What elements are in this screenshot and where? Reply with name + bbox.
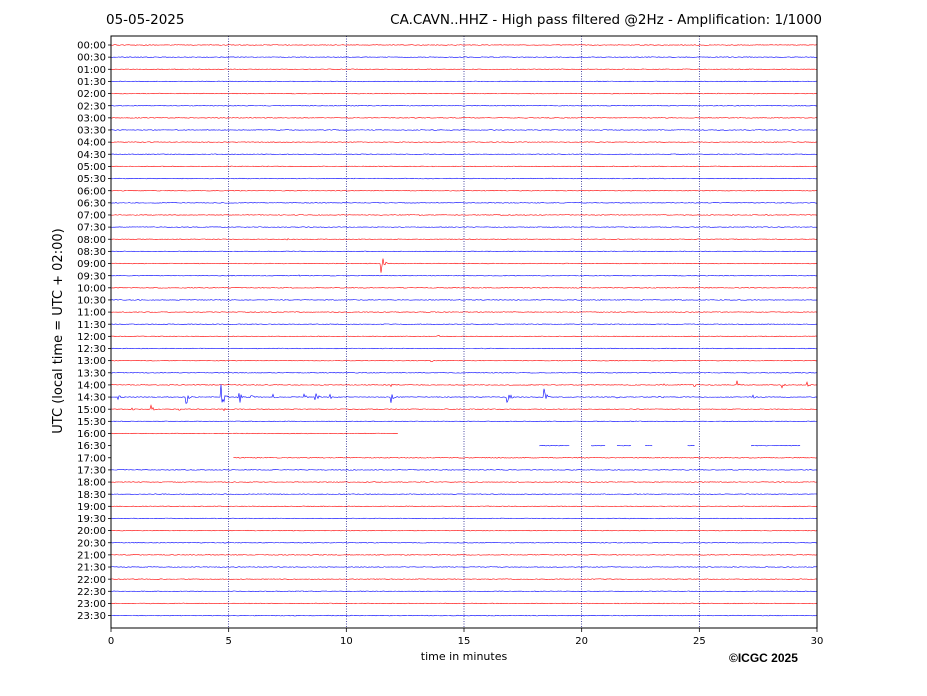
- y-tick-label: 21:30: [77, 563, 106, 574]
- y-tick-label: 14:30: [77, 393, 106, 404]
- y-tick-label: 12:00: [77, 332, 106, 343]
- y-tick-label: 13:30: [77, 368, 106, 379]
- trace-1030: [110, 299, 818, 301]
- y-tick-label: 08:30: [77, 247, 106, 258]
- y-tick-label: 10:00: [77, 283, 106, 294]
- y-tick-label: 18:30: [77, 490, 106, 501]
- vertical-grid: [228, 36, 700, 628]
- trace-0000: [110, 44, 818, 46]
- y-axis-label: UTC (local time = UTC + 02:00): [51, 228, 66, 433]
- y-tick-label: 20:00: [77, 526, 106, 537]
- y-tick-label: 22:30: [77, 587, 106, 598]
- trace-2130: [110, 566, 818, 568]
- y-tick-label: 23:00: [77, 599, 106, 610]
- x-tick-label: 15: [458, 636, 471, 647]
- y-tick-label: 16:00: [77, 429, 106, 440]
- y-tick-label: 15:30: [77, 417, 106, 428]
- y-tick-label: 17:00: [77, 453, 106, 464]
- y-tick-label: 20:30: [77, 538, 106, 549]
- y-tick-label: 03:30: [77, 126, 106, 137]
- trace-0600: [110, 190, 818, 192]
- y-tick-label: 13:00: [77, 356, 106, 367]
- y-tick-label: 04:00: [77, 138, 106, 149]
- trace-0900: [111, 258, 818, 273]
- y-tick-label: 23:30: [77, 611, 106, 622]
- trace-1700: [233, 457, 817, 459]
- y-tick-label: 06:30: [77, 198, 106, 209]
- trace-1730: [110, 469, 818, 471]
- trace-1330: [110, 372, 818, 374]
- y-tick-label: 08:00: [77, 235, 106, 246]
- y-tick-label: 00:00: [77, 41, 106, 52]
- y-tick-label: 09:30: [77, 271, 106, 282]
- y-tick-label: 22:00: [77, 575, 106, 586]
- x-tick-label: 20: [575, 636, 588, 647]
- trace-1630: [591, 444, 606, 447]
- y-tick-label: 19:30: [77, 514, 106, 525]
- y-tick-label: 05:00: [77, 162, 106, 173]
- trace-1630: [539, 444, 570, 447]
- trace-layer: [110, 44, 818, 617]
- trace-1300: [110, 359, 818, 362]
- trace-1630: [750, 444, 801, 447]
- x-tick-label: 30: [811, 636, 824, 647]
- x-tick-label: 5: [225, 636, 231, 647]
- y-tick-label: 11:00: [77, 308, 106, 319]
- trace-0400: [110, 141, 818, 143]
- trace-1600: [110, 432, 399, 435]
- y-tick-label: 17:30: [77, 466, 106, 477]
- trace-0330: [110, 129, 818, 131]
- x-axis-label: time in minutes: [421, 650, 508, 663]
- trace-0300: [110, 117, 818, 119]
- x-tick-label: 25: [693, 636, 706, 647]
- trace-1000: [110, 287, 818, 289]
- y-tick-label: 01:00: [77, 65, 106, 76]
- y-tick-label: 16:30: [77, 441, 106, 452]
- chart-date: 05-05-2025: [106, 12, 185, 28]
- trace-2030: [110, 542, 818, 544]
- y-tick-label: 06:00: [77, 186, 106, 197]
- y-tick-label: 14:00: [77, 381, 106, 392]
- y-tick-label: 10:30: [77, 296, 106, 307]
- trace-0230: [110, 104, 818, 107]
- y-tick-label: 01:30: [77, 77, 106, 88]
- y-tick-label: 18:00: [77, 478, 106, 489]
- trace-2100: [110, 554, 818, 556]
- y-tick-label: 00:30: [77, 53, 106, 64]
- y-tick-label: 07:00: [77, 211, 106, 222]
- trace-2330: [110, 614, 818, 617]
- y-tick-label: 11:30: [77, 320, 106, 331]
- y-tick-label: 12:30: [77, 344, 106, 355]
- x-tick-label: 0: [108, 636, 114, 647]
- trace-0930: [110, 274, 818, 277]
- trace-1630: [616, 444, 632, 447]
- trace-0630: [110, 202, 818, 204]
- x-tick-label: 10: [340, 636, 353, 647]
- y-tick-label: 02:30: [77, 101, 106, 112]
- trace-0700: [110, 214, 818, 216]
- y-tick-label: 15:00: [77, 405, 106, 416]
- y-tick-label: 05:30: [77, 174, 106, 185]
- chart-title: CA.CAVN..HHZ - High pass filtered @2Hz -…: [390, 12, 822, 28]
- y-tick-label: 02:00: [77, 89, 106, 100]
- trace-2000: [110, 529, 818, 532]
- x-tick-labels: 0 5 10 15 20 25 30: [108, 628, 824, 647]
- y-tick-label: 09:00: [77, 259, 106, 270]
- copyright-notice: ©ICGC 2025: [729, 651, 798, 665]
- y-tick-label: 04:30: [77, 150, 106, 161]
- y-tick-label: 21:00: [77, 550, 106, 561]
- y-tick-label: 19:00: [77, 502, 106, 513]
- trace-1400: [110, 380, 818, 389]
- y-tick-label: 03:00: [77, 113, 106, 124]
- trace-0030: [110, 56, 818, 58]
- y-tick-label: 07:30: [77, 223, 106, 234]
